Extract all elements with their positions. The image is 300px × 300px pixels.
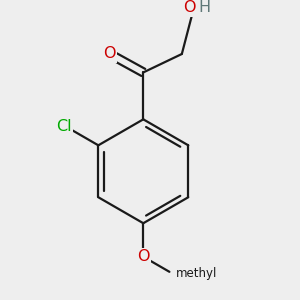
- Text: O: O: [183, 0, 196, 15]
- Text: Cl: Cl: [56, 118, 72, 134]
- Text: O: O: [137, 249, 149, 264]
- Text: methyl: methyl: [176, 267, 218, 280]
- Text: H: H: [199, 0, 211, 15]
- Text: O: O: [103, 46, 116, 62]
